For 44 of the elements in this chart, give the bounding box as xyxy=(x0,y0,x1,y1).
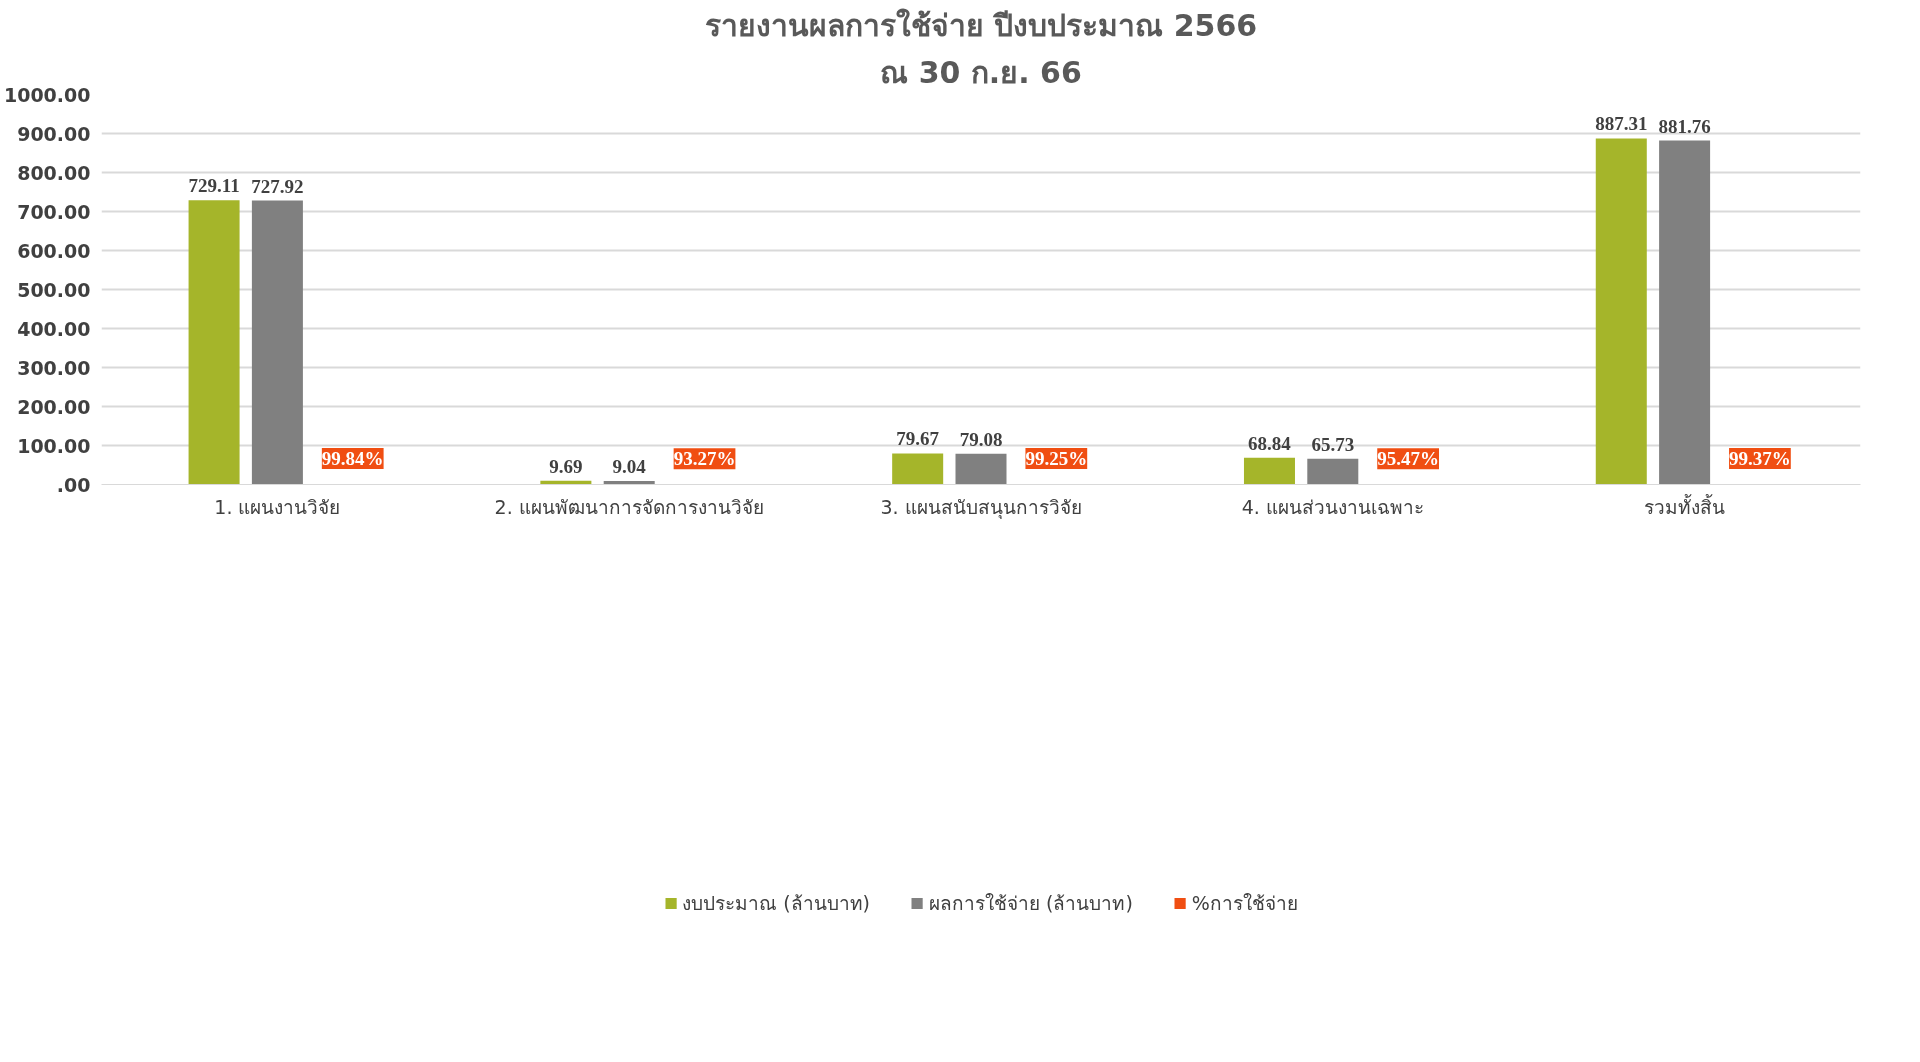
legend-label: ผลการใช้จ่าย (ล้านบาท) xyxy=(928,890,1133,916)
y-tick-label: 1000.00 xyxy=(3,83,91,106)
data-label: 9.04 xyxy=(612,455,647,477)
data-label: 99.84% xyxy=(321,448,384,470)
y-tick-label: 300.00 xyxy=(17,356,91,379)
x-tick-label: 4. แผนส่วนงานเฉพาะ xyxy=(1241,495,1424,518)
x-tick-label: 1. แผนงานวิจัย xyxy=(214,495,341,518)
bar xyxy=(1307,458,1359,485)
data-label: 881.76 xyxy=(1658,115,1711,137)
data-label: 93.27% xyxy=(673,448,736,470)
x-tick-label: 3. แผนสนับสนุนการวิจัย xyxy=(880,495,1082,520)
bar xyxy=(1595,138,1647,485)
bar xyxy=(892,453,944,485)
bar xyxy=(1659,140,1711,485)
chart-title: รายงานผลการใช้จ่าย ปีงบประมาณ 2566 xyxy=(704,7,1258,43)
bar xyxy=(1243,457,1295,485)
chart-subtitle: ณ 30 ก.ย. 66 xyxy=(880,54,1082,90)
y-tick-label: 500.00 xyxy=(17,278,91,301)
y-tick-label: 600.00 xyxy=(17,239,91,262)
data-label: 99.37% xyxy=(1729,448,1791,470)
data-label: 79.08 xyxy=(959,428,1003,450)
bar xyxy=(188,200,240,485)
y-tick-label: 100.00 xyxy=(17,434,91,457)
y-tick-label: 200.00 xyxy=(17,395,91,418)
y-tick-label: 900.00 xyxy=(17,122,91,145)
y-tick-label: .00 xyxy=(56,473,91,496)
data-label: 887.31 xyxy=(1595,113,1648,135)
data-label: 79.67 xyxy=(896,428,940,450)
data-label: 65.73 xyxy=(1311,433,1355,455)
bar xyxy=(955,453,1007,485)
data-label: 729.11 xyxy=(188,175,240,197)
y-tick-label: 400.00 xyxy=(17,317,91,340)
data-label: 99.25% xyxy=(1025,448,1088,470)
legend-label: งบประมาณ (ล้านบาท) xyxy=(682,890,870,916)
x-tick-label: รวมทั้งสิ้น xyxy=(1644,493,1726,518)
data-label: 95.47% xyxy=(1377,448,1439,470)
bar xyxy=(251,200,303,485)
y-tick-label: 800.00 xyxy=(17,161,91,184)
data-label: 727.92 xyxy=(251,175,304,197)
x-tick-label: 2. แผนพัฒนาการจัดการงานวิจัย xyxy=(494,495,764,518)
legend-label: %การใช้จ่าย xyxy=(1191,890,1298,916)
data-label: 9.69 xyxy=(549,455,583,477)
y-tick-label: 700.00 xyxy=(17,200,91,223)
data-label: 68.84 xyxy=(1248,432,1292,454)
